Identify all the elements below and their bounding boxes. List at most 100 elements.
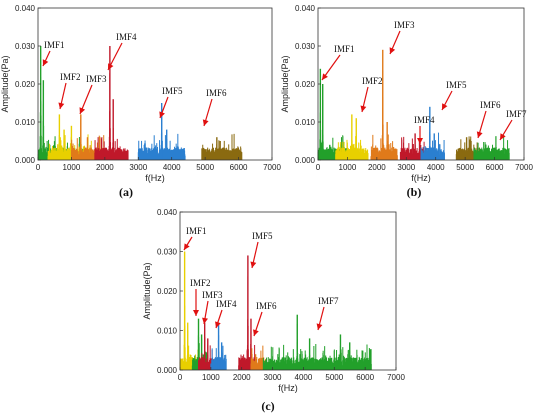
arrow-head — [159, 111, 165, 118]
arrow-head — [253, 329, 259, 336]
series-imf1 — [317, 68, 348, 160]
x-axis-label: f(Hz) — [145, 173, 165, 183]
annotation-imf2: IMF2 — [58, 72, 81, 110]
imf-label: IMF5 — [252, 231, 273, 241]
x-tick-label: 2000 — [96, 163, 114, 172]
imf-label: IMF3 — [202, 290, 223, 300]
arrow-head — [417, 138, 423, 144]
x-tick-label: 6000 — [230, 163, 248, 172]
x-tick-label: 0 — [178, 373, 183, 382]
y-tick-label: 0.010 — [15, 118, 36, 127]
series-imf5 — [420, 106, 445, 160]
imf-label: IMF4 — [414, 115, 435, 125]
spectrum-imf7 — [473, 134, 510, 160]
imf-label: IMF3 — [86, 74, 107, 84]
x-tick-label: 5000 — [325, 373, 343, 382]
y-tick-label: 0.000 — [295, 156, 316, 165]
imf-label: IMF3 — [394, 20, 415, 30]
x-tick-label: 4000 — [163, 163, 181, 172]
x-tick-label: 1000 — [339, 163, 357, 172]
spectrum-imf2 — [335, 130, 369, 160]
y-tick-label: 0.040 — [295, 4, 316, 13]
x-tick-label: 0 — [36, 163, 41, 172]
imf-label: IMF5 — [446, 80, 467, 90]
series-imf2 — [335, 114, 369, 160]
imf-label: IMF6 — [256, 301, 277, 311]
annotation-imf1: IMF1 — [321, 44, 355, 81]
x-tick-label: 7000 — [515, 163, 533, 172]
x-tick-label: 7000 — [387, 373, 405, 382]
imf-label: IMF1 — [334, 44, 355, 54]
annotation-imf1: IMF1 — [42, 40, 65, 67]
x-tick-label: 6000 — [486, 163, 504, 172]
arrow-head — [360, 105, 367, 112]
annotation-imf7: IMF7 — [316, 296, 339, 331]
arrow-head — [79, 107, 86, 114]
series-imf5 — [137, 103, 186, 160]
arrow-head — [389, 47, 396, 54]
series-imf7 — [473, 134, 510, 160]
annotation-imf6: IMF6 — [476, 100, 501, 139]
imf-label: IMF4 — [116, 32, 137, 42]
series-imf4 — [210, 322, 227, 370]
plot-frame — [317, 7, 525, 161]
x-tick-label: 3000 — [397, 163, 415, 172]
imf-label: IMF7 — [506, 109, 527, 119]
x-tick-label: 5000 — [196, 163, 214, 172]
arrow-head — [108, 63, 114, 70]
annotation-imf4: IMF4 — [215, 299, 237, 329]
y-axis-label: Amplitude(Pa) — [0, 55, 10, 112]
spectrum-imf7 — [262, 323, 372, 370]
imf-label: IMF6 — [480, 100, 501, 110]
annotation-imf4: IMF4 — [414, 115, 435, 144]
arrow-head — [193, 310, 199, 316]
y-tick-label: 0.020 — [295, 80, 316, 89]
y-tick-label: 0.020 — [157, 287, 178, 296]
x-tick-label: 3000 — [129, 163, 147, 172]
arrow-head — [202, 317, 208, 324]
spectrum-imf6 — [201, 133, 243, 160]
y-tick-label: 0.030 — [15, 42, 36, 51]
panel-caption: (c) — [261, 399, 274, 413]
chart-panel-b: 0 1000 2000 3000 4000 5000 6000 7000 0.000 0.010 0… — [280, 4, 533, 199]
annotation-imf6: IMF6 — [253, 301, 277, 337]
x-tick-label: 6000 — [356, 373, 374, 382]
imf-label: IMF4 — [216, 299, 237, 309]
x-axis-label: f(Hz) — [278, 383, 298, 393]
arrow-head — [202, 119, 209, 126]
series-imf3 — [198, 322, 215, 370]
x-tick-label: 1000 — [202, 373, 220, 382]
x-tick-label: 4000 — [427, 163, 445, 172]
imf-label: IMF2 — [190, 278, 211, 288]
y-tick-label: 0.020 — [15, 80, 36, 89]
arrow-head — [42, 59, 49, 66]
x-tick-label: 7000 — [263, 163, 281, 172]
x-axis-label: f(Hz) — [411, 173, 431, 183]
arrow-head — [184, 243, 190, 250]
x-tick-label: 3000 — [264, 373, 282, 382]
y-tick-label: 0.030 — [295, 42, 316, 51]
y-tick-label: 0.000 — [157, 366, 178, 375]
y-tick-label: 0.000 — [15, 156, 36, 165]
chart-panel-c: 0 1000 2000 3000 4000 5000 6000 7000 0.000 0.010 0… — [142, 208, 405, 413]
imf-label: IMF2 — [362, 76, 383, 86]
annotation-imf4: IMF4 — [107, 32, 137, 71]
y-tick-label: 0.010 — [295, 118, 316, 127]
annotation-imf6: IMF6 — [202, 88, 227, 127]
annotation-imf2: IMF2 — [190, 278, 211, 316]
series-imf6 — [201, 133, 243, 160]
y-tick-label: 0.040 — [157, 208, 178, 217]
imf-label: IMF7 — [318, 296, 339, 306]
annotation-imf7: IMF7 — [499, 109, 527, 141]
y-axis-label: Amplitude(Pa) — [280, 55, 290, 112]
panel-caption: (a) — [119, 185, 133, 199]
spectrum-imf5 — [137, 107, 186, 160]
series-imf3 — [370, 49, 398, 160]
series-imf7 — [262, 314, 372, 370]
annotation-imf5: IMF5 — [159, 86, 183, 119]
annotation-imf1: IMF1 — [183, 226, 207, 251]
imf-label: IMF6 — [206, 88, 227, 98]
chart-panel-a: 0 1000 2000 3000 4000 5000 6000 7000 0.000 0.010 0… — [0, 4, 281, 199]
panel-caption: (b) — [407, 185, 422, 199]
annotation-imf3: IMF3 — [79, 74, 107, 115]
